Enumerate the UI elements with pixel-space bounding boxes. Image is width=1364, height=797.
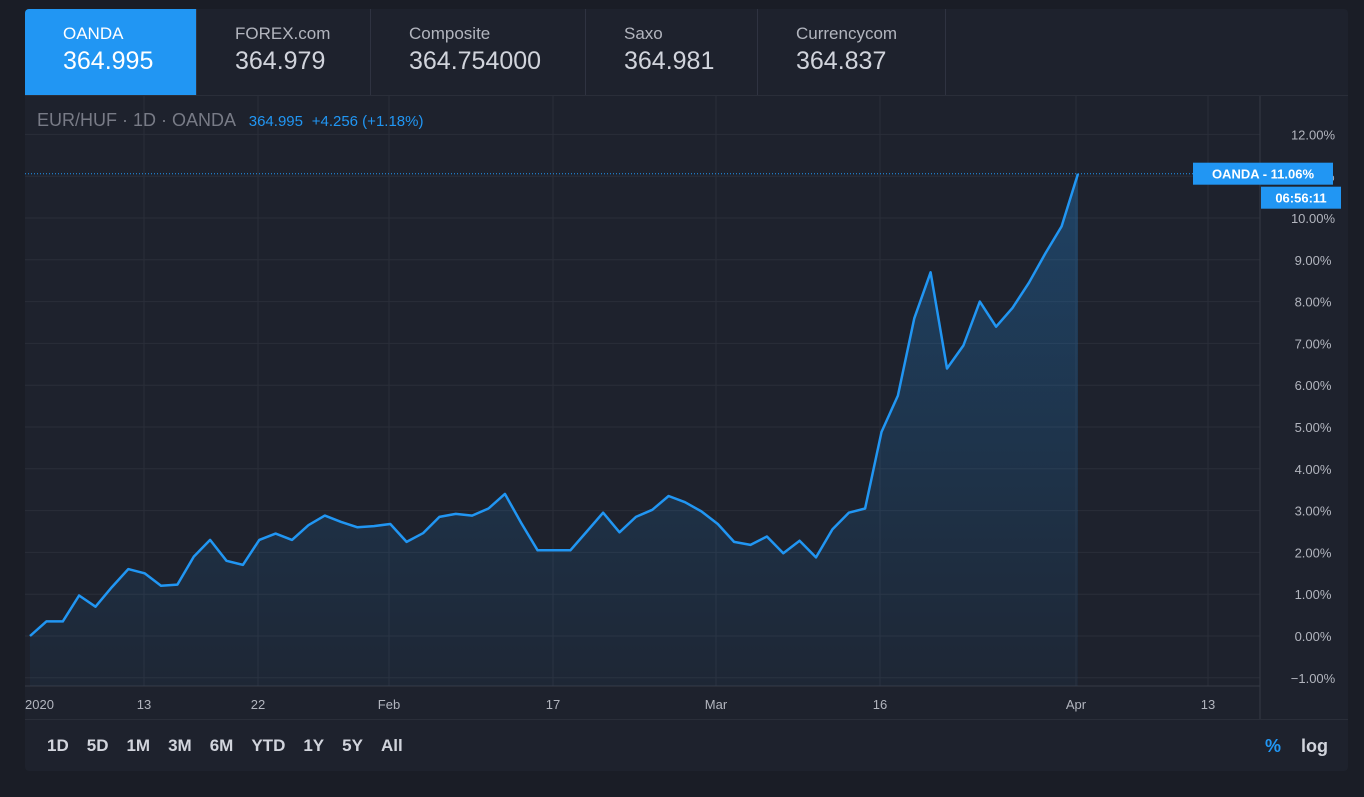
chart-widget: OANDA 364.995 FOREX.com 364.979 Composit… <box>25 9 1348 771</box>
chart-area[interactable]: −1.00% 0.00% 1.00% 2.00% 3.00% 4.00% 5.00% 6.00… <box>25 95 1348 720</box>
range-6m-button[interactable]: 6M <box>209 736 234 755</box>
range-1m-button[interactable]: 1M <box>126 736 151 755</box>
y-tick-label: 8.00% <box>1295 295 1332 310</box>
bottom-toolbar: 1D 5D 1M 3M 6M YTD 1Y 5Y All % log <box>25 719 1348 771</box>
x-tick-label: 22 <box>251 697 265 712</box>
x-tick-label: 16 <box>873 697 887 712</box>
y-tick-label: 12.00% <box>1291 127 1336 142</box>
x-tick-label: 2020 <box>25 697 54 712</box>
tab-name: Saxo <box>624 24 663 43</box>
tab-name: Currencycom <box>796 24 898 43</box>
y-tick-label: 2.00% <box>1295 545 1332 560</box>
tab-value: 364.754000 <box>409 47 542 75</box>
range-1d-button[interactable]: 1D <box>47 736 69 755</box>
x-tick-label: 17 <box>546 697 560 712</box>
y-tick-label: 10.00% <box>1291 211 1336 226</box>
scale-buttons: % log <box>1245 736 1328 757</box>
x-tick-label: Feb <box>378 697 400 712</box>
range-buttons: 1D 5D 1M 3M 6M YTD 1Y 5Y All <box>47 736 421 756</box>
tab-value: 364.981 <box>624 47 715 75</box>
chart-legend: EUR/HUF · 1D · OANDA 364.995 +4.256 (+1.… <box>37 110 423 131</box>
range-5y-button[interactable]: 5Y <box>342 736 363 755</box>
tab-saxo[interactable]: Saxo 364.981 <box>586 9 758 95</box>
y-tick-label: 6.00% <box>1295 378 1332 393</box>
y-tick-label: −1.00% <box>1291 671 1336 686</box>
log-scale-button[interactable]: log <box>1301 736 1328 756</box>
tab-composite[interactable]: Composite 364.754000 <box>371 9 586 95</box>
tab-value: 364.979 <box>235 47 326 75</box>
range-5d-button[interactable]: 5D <box>86 736 109 755</box>
y-tick-label: 0.00% <box>1295 629 1332 644</box>
tab-name: Composite <box>409 24 491 43</box>
tabs-filler <box>946 9 1348 95</box>
exchange-tabs: OANDA 364.995 FOREX.com 364.979 Composit… <box>25 9 1348 95</box>
tab-value: 364.837 <box>796 47 887 75</box>
legend-symbol: EUR/HUF · 1D · OANDA <box>37 110 237 130</box>
x-tick-label: Apr <box>1066 697 1087 712</box>
y-tick-label: 4.00% <box>1295 462 1332 477</box>
x-tick-label: 13 <box>137 697 151 712</box>
countdown-label-bg <box>1261 186 1341 209</box>
series-area <box>30 173 1078 686</box>
last-price-label: OANDA - 11.06% <box>1212 167 1315 182</box>
tab-currencycom[interactable]: Currencycom 364.837 <box>758 9 946 95</box>
y-tick-label: 1.00% <box>1295 587 1332 602</box>
tab-name: OANDA <box>63 24 124 43</box>
price-chart[interactable]: −1.00% 0.00% 1.00% 2.00% 3.00% 4.00% 5.00% 6.00… <box>25 96 1348 720</box>
tab-oanda[interactable]: OANDA 364.995 <box>25 9 197 95</box>
y-tick-label: 7.00% <box>1295 336 1332 351</box>
x-tick-label: 13 <box>1201 697 1215 712</box>
y-tick-label: 5.00% <box>1295 420 1332 435</box>
legend-price: 364.995 <box>248 113 303 130</box>
y-tick-label: 3.00% <box>1295 504 1332 519</box>
last-price-label-bg <box>1193 162 1333 185</box>
tab-forex[interactable]: FOREX.com 364.979 <box>197 9 371 95</box>
x-tick-label: Mar <box>705 697 728 712</box>
countdown-label: 06:56:11 <box>1275 191 1326 206</box>
range-ytd-button[interactable]: YTD <box>251 736 286 755</box>
percent-scale-button[interactable]: % <box>1264 736 1281 756</box>
range-all-button[interactable]: All <box>380 736 403 755</box>
legend-change: +4.256 (+1.18%) <box>311 113 424 130</box>
tab-value: 364.995 <box>63 47 154 75</box>
tab-name: FOREX.com <box>235 24 331 43</box>
series-line <box>29 173 1080 637</box>
y-tick-label: 9.00% <box>1295 253 1332 268</box>
range-1y-button[interactable]: 1Y <box>303 736 325 755</box>
range-3m-button[interactable]: 3M <box>168 736 192 755</box>
